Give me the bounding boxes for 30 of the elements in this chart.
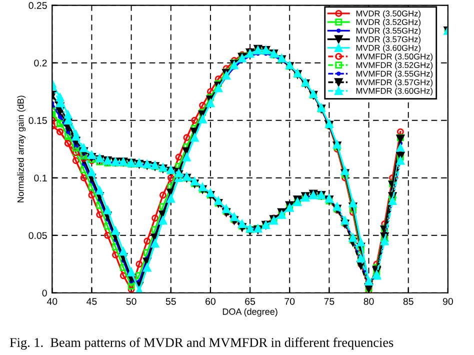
y-axis-title: Normalized array gain (dB) xyxy=(17,96,26,202)
legend-label: MVMFDR (3.60GHz) xyxy=(356,88,433,96)
legend-label: MVMFDR (3.57GHz) xyxy=(356,79,433,87)
x-tick-label: 45 xyxy=(86,298,97,305)
legend-label: MVMFDR (3.52GHz) xyxy=(356,62,433,70)
x-tick-label: 40 xyxy=(46,298,58,305)
x-axis-title: DOA (degree) xyxy=(222,308,278,317)
x-tick-label: 50 xyxy=(126,298,136,305)
legend-label: MVMFDR (3.50GHz) xyxy=(356,53,433,62)
x-tick-label: 80 xyxy=(364,298,374,305)
legend-label: MVDR (3.60GHz) xyxy=(356,44,420,52)
y-tick-label: 0 xyxy=(42,290,47,296)
y-tick-label: 0.25 xyxy=(28,2,47,9)
x-tick-label: 60 xyxy=(206,298,216,305)
legend-label: MVDR (3.55GHz) xyxy=(356,28,420,36)
y-tick-label: 0.15 xyxy=(28,117,47,124)
legend-label: MVMFDR (3.55GHz) xyxy=(356,70,433,78)
x-tick-label: 75 xyxy=(324,298,334,305)
y-tick-label: 0.05 xyxy=(28,232,47,239)
x-tick-label: 85 xyxy=(403,298,414,305)
x-tick-label: 65 xyxy=(245,298,256,305)
legend-label: MVDR (3.52GHz) xyxy=(356,18,420,27)
x-tick-label: 70 xyxy=(284,298,295,305)
legend-label: MVDR (3.50GHz) xyxy=(356,10,420,18)
x-tick-label: 90 xyxy=(442,298,453,305)
legend-label: MVDR (3.57GHz) xyxy=(356,36,420,44)
y-tick-label: 0.1 xyxy=(34,174,47,182)
x-tick-label: 55 xyxy=(166,298,176,305)
caption: Fig. 1. Beam patterns of MVDR and MVMFDR in different frequencies xyxy=(10,338,394,350)
y-tick-label: 0.2 xyxy=(34,60,47,66)
